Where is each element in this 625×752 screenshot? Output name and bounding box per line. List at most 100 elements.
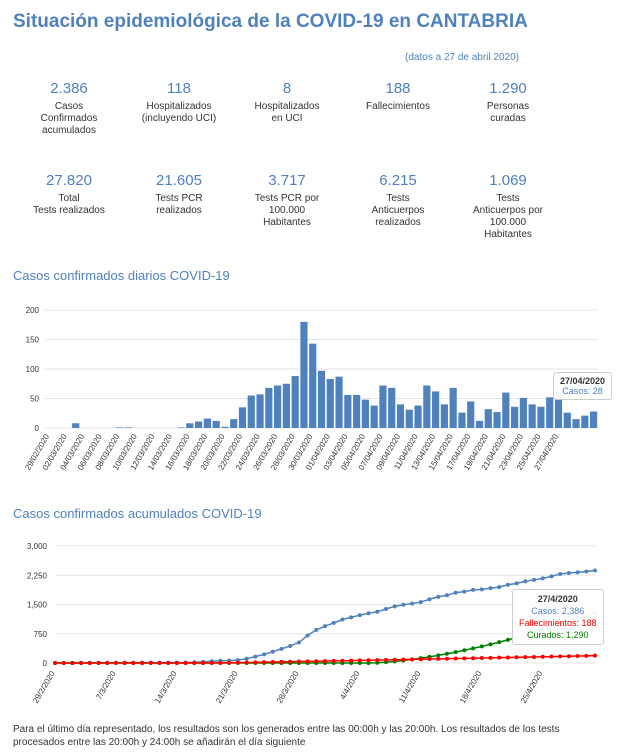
bar [282,383,290,428]
point-fallecidos [113,661,118,665]
x-tick-label: 7/3/2020 [94,669,118,701]
point-fallecidos [140,661,145,665]
x-tick-label: 29/2/2020 [31,669,57,705]
point-fallecidos [575,654,580,659]
point-fallecidos [209,661,214,665]
y-tick-label: 0 [35,424,40,433]
bar [475,420,484,428]
point-casos [471,587,476,592]
point-casos [314,627,319,632]
stat-value: 188 [385,80,411,97]
point-fallecidos [427,657,432,662]
bar [511,406,519,428]
point-casos [488,586,493,591]
bar [247,395,255,428]
point-curados [462,648,467,653]
point-casos [549,574,554,579]
point-casos [540,576,545,581]
stat-label: Tests PCR por 100.000 Habitantes [254,193,320,228]
y-tick-label: 3,000 [27,542,48,551]
bar [563,412,571,428]
point-casos [279,646,284,651]
stat-r1-1: 118 Hospitalizados (incluyendo UCI) [124,80,234,125]
chart1-tooltip-date: 27/04/2020 [560,376,606,386]
stat-label: Tests Anticuerpos realizados [371,193,425,228]
bar [493,412,501,428]
point-fallecidos [584,653,589,658]
point-casos [401,602,406,607]
y-tick-label: 150 [26,336,40,345]
bar [116,427,124,428]
bar [432,391,440,428]
stat-r1-2: 8 Hospitalizados en UCI [232,80,342,125]
bar [361,399,369,428]
bar [326,379,334,428]
bar [449,387,457,428]
point-casos [453,590,458,595]
point-fallecidos [558,654,563,659]
point-casos [410,601,415,606]
point-fallecidos [418,657,423,662]
y-tick-label: 2,250 [27,571,48,580]
point-fallecidos [96,661,101,665]
stat-label: Personas curadas [486,101,530,124]
point-fallecidos [131,661,136,665]
point-fallecidos [375,658,380,663]
y-tick-label: 200 [26,306,40,315]
point-curados [488,642,493,647]
point-fallecidos [488,655,493,660]
point-casos [575,570,580,575]
stat-r2-1: 21.605 Tests PCR realizados [124,172,234,217]
point-fallecidos [436,656,441,661]
bar [537,406,545,428]
daily-cases-chart[interactable]: 05010015020029/02/202002/03/202004/03/20… [0,300,625,500]
stat-value: 118 [167,80,191,97]
chart2-tooltip-casos: Casos: 2,386 [531,606,585,616]
point-fallecidos [540,654,545,659]
stat-value: 2.386 [50,80,88,97]
point-fallecidos [61,661,66,665]
stat-value: 6.215 [379,172,417,189]
bar [590,411,598,428]
bar [414,405,422,428]
point-casos [462,589,467,594]
stat-label: Casos Confirmados acumulados [40,101,98,136]
bar [335,376,343,428]
point-casos [366,611,371,616]
point-fallecidos [392,657,397,662]
point-casos [566,570,571,575]
bar [396,404,405,428]
bar [458,412,466,428]
point-fallecidos [401,657,406,662]
point-casos [427,597,432,602]
bar [370,405,378,428]
bar [177,427,185,428]
bar [344,394,352,428]
bar [274,385,282,428]
bar [388,387,396,428]
point-fallecidos [505,655,510,660]
point-fallecidos [444,656,449,661]
bar [300,321,308,428]
point-casos [523,579,528,584]
point-fallecidos [314,659,319,664]
point-casos [593,568,597,573]
page-title: Situación epidemiológica de la COVID-19 … [13,11,528,32]
point-casos [340,617,345,622]
point-fallecidos [497,655,502,660]
bar [317,370,326,428]
y-tick-label: 50 [30,395,39,404]
point-casos [584,569,589,574]
point-casos [505,582,510,587]
cumulative-chart[interactable]: 0 750 1,500 2,250 3,000 29/2/2020 7/3/2020 14/3… [0,535,625,725]
point-curados [505,637,510,642]
bar [440,404,448,428]
point-casos [436,594,441,599]
bar [554,391,563,428]
point-casos [253,654,258,659]
point-fallecidos [349,658,354,663]
y-tick-label: 0 [43,659,48,668]
point-fallecidos [366,658,371,663]
point-fallecidos [244,660,249,665]
chart2-tooltip-date: 27/4/2020 [537,594,578,604]
